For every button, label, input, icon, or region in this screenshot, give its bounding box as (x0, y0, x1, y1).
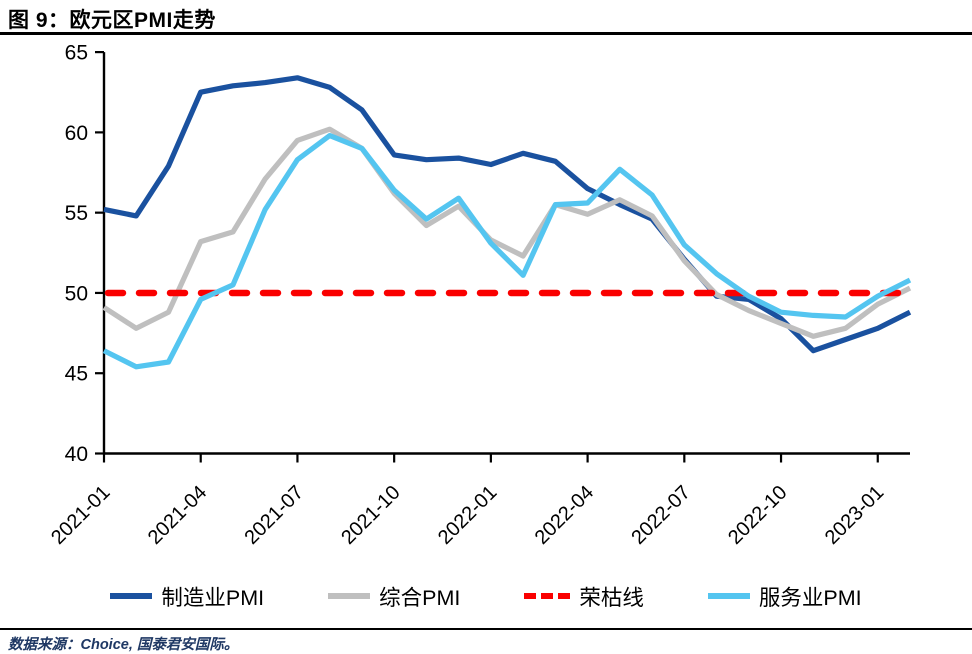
svg-text:2022-01: 2022-01 (434, 481, 501, 548)
svg-text:2022-07: 2022-07 (627, 481, 694, 548)
legend: 制造业PMI 综合PMI 荣枯线 服务业PMI (0, 580, 972, 612)
svg-text:40: 40 (65, 443, 88, 466)
legend-label-services: 服务业PMI (758, 585, 862, 610)
pmi-line-chart: 65 60 55 50 45 40 2021-01 2021-04 2021-07 2021-10… (47, 42, 914, 549)
legend-label-composite: 综合PMI (379, 585, 461, 610)
svg-text:45: 45 (65, 363, 88, 386)
chart-title: 图 9：欧元区PMI走势 (8, 9, 216, 32)
legend-item-composite: 综合PMI (328, 581, 460, 612)
legend-label-manufacturing: 制造业PMI (161, 585, 265, 610)
legend-item-manufacturing: 制造业PMI (110, 581, 264, 612)
svg-text:50: 50 (65, 282, 88, 305)
composite-line-swatch (328, 593, 371, 599)
data-source-text: 数据来源：Choice, 国泰君安国际。 (8, 637, 239, 653)
svg-text:2023-01: 2023-01 (821, 481, 888, 548)
source-divider (0, 628, 972, 630)
svg-text:55: 55 (65, 202, 88, 225)
threshold-dashed-swatch (524, 592, 571, 600)
legend-item-threshold: 荣枯线 (524, 581, 644, 612)
svg-text:2022-04: 2022-04 (531, 481, 598, 548)
services-line-swatch (707, 593, 750, 599)
svg-text:65: 65 (65, 42, 88, 65)
svg-text:2021-04: 2021-04 (144, 481, 211, 548)
manufacturing-line-swatch (110, 593, 153, 599)
svg-text:2021-10: 2021-10 (337, 481, 404, 548)
svg-text:2022-10: 2022-10 (724, 481, 791, 548)
title-divider (0, 32, 972, 35)
svg-text:2021-01: 2021-01 (47, 481, 114, 548)
legend-label-threshold: 荣枯线 (579, 585, 644, 610)
legend-item-services: 服务业PMI (707, 581, 862, 612)
svg-text:60: 60 (65, 122, 88, 145)
plot-area: 65 60 55 50 45 40 2021-01 2021-04 2021-07 2021-10… (0, 36, 972, 558)
svg-text:2021-07: 2021-07 (241, 481, 308, 548)
